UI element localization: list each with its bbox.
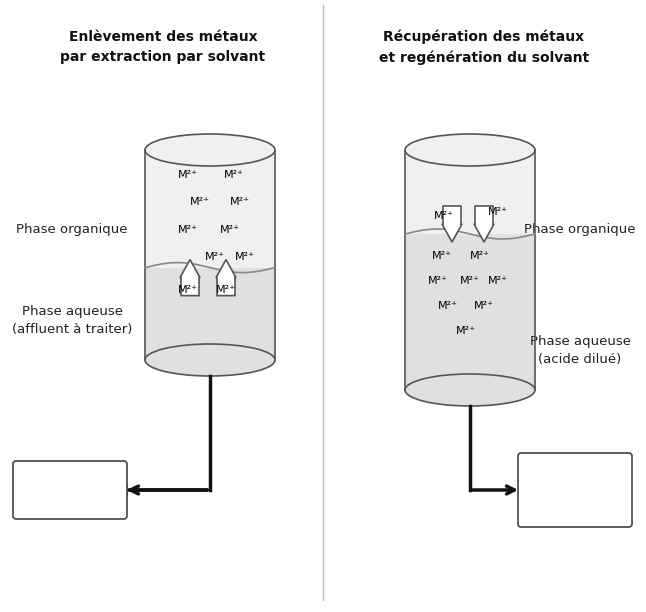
Text: M²⁺: M²⁺ [460, 276, 480, 286]
Text: Solution
concentrée de
métaux: Solution concentrée de métaux [530, 466, 620, 515]
Polygon shape [474, 206, 494, 242]
Polygon shape [180, 259, 200, 296]
Text: M²⁺: M²⁺ [224, 170, 244, 180]
Text: M²⁺: M²⁺ [432, 251, 452, 261]
Polygon shape [405, 150, 535, 234]
Text: M²⁺: M²⁺ [428, 276, 448, 286]
FancyBboxPatch shape [13, 461, 127, 519]
Text: Phase aqueuse
(acide dilué): Phase aqueuse (acide dilué) [530, 335, 630, 365]
Text: Phase organique: Phase organique [525, 223, 636, 236]
Ellipse shape [145, 344, 275, 376]
Text: M²⁺: M²⁺ [488, 276, 508, 286]
Text: M²⁺: M²⁺ [470, 251, 490, 261]
Text: M²⁺: M²⁺ [235, 252, 255, 262]
Text: M²⁺: M²⁺ [205, 252, 225, 262]
Text: Phase organique: Phase organique [16, 223, 128, 236]
Text: M²⁺: M²⁺ [178, 285, 198, 294]
Polygon shape [145, 267, 275, 360]
Polygon shape [405, 234, 535, 390]
Text: Phase aqueuse
(affluent à traiter): Phase aqueuse (affluent à traiter) [12, 305, 132, 335]
Text: Récupération des métaux
et regénération du solvant: Récupération des métaux et regénération … [379, 30, 589, 65]
Text: M²⁺: M²⁺ [438, 301, 458, 311]
Ellipse shape [405, 134, 535, 166]
Text: M²⁺: M²⁺ [190, 197, 210, 207]
Text: Effluent traité: Effluent traité [26, 483, 113, 496]
Text: M²⁺: M²⁺ [434, 211, 454, 221]
Polygon shape [442, 206, 462, 242]
Text: M²⁺: M²⁺ [456, 326, 476, 336]
Polygon shape [216, 259, 236, 296]
FancyBboxPatch shape [518, 453, 632, 527]
Text: M²⁺: M²⁺ [178, 225, 198, 235]
Ellipse shape [145, 134, 275, 166]
Text: Enlèvement des métaux
par extraction par solvant: Enlèvement des métaux par extraction par… [61, 30, 266, 64]
Text: M²⁺: M²⁺ [488, 207, 508, 217]
Polygon shape [145, 150, 275, 267]
Text: M²⁺: M²⁺ [230, 197, 250, 207]
Text: M²⁺: M²⁺ [220, 225, 240, 235]
Text: M²⁺: M²⁺ [474, 301, 494, 311]
Ellipse shape [405, 374, 535, 406]
Text: M²⁺: M²⁺ [178, 170, 198, 180]
Text: M²⁺: M²⁺ [216, 285, 236, 294]
